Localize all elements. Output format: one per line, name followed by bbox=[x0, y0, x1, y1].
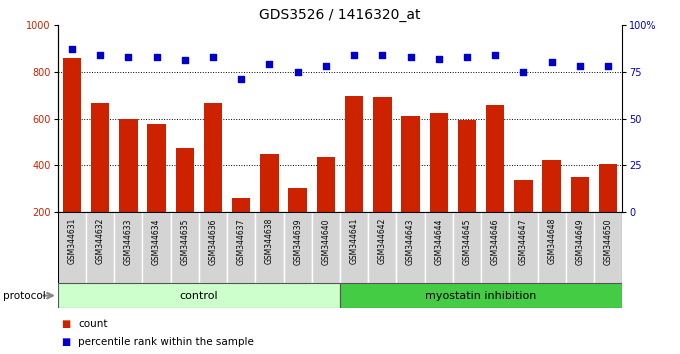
Text: GSM344650: GSM344650 bbox=[604, 218, 613, 264]
Point bbox=[490, 52, 500, 58]
Bar bbox=[543, 160, 561, 212]
Point bbox=[180, 58, 190, 63]
Point bbox=[320, 63, 331, 69]
Point bbox=[207, 54, 218, 59]
Bar bbox=[91, 103, 109, 212]
Bar bbox=[317, 157, 335, 212]
Point bbox=[95, 52, 105, 58]
Text: GSM344637: GSM344637 bbox=[237, 218, 245, 264]
Bar bbox=[58, 283, 340, 308]
Point bbox=[236, 76, 247, 82]
Bar bbox=[509, 212, 538, 283]
Point bbox=[264, 61, 275, 67]
Point bbox=[602, 63, 613, 69]
Text: GSM344641: GSM344641 bbox=[350, 218, 358, 264]
Text: GSM344635: GSM344635 bbox=[180, 218, 189, 264]
Point bbox=[518, 69, 529, 74]
Point bbox=[377, 52, 388, 58]
Bar bbox=[481, 212, 509, 283]
Point bbox=[546, 59, 557, 65]
Text: GSM344646: GSM344646 bbox=[491, 218, 500, 264]
Text: GSM344636: GSM344636 bbox=[209, 218, 218, 264]
Text: GSM344644: GSM344644 bbox=[435, 218, 443, 264]
Bar bbox=[86, 212, 114, 283]
Bar bbox=[284, 212, 312, 283]
Bar bbox=[340, 283, 622, 308]
Bar bbox=[119, 119, 137, 212]
Bar bbox=[199, 212, 227, 283]
Bar bbox=[486, 104, 505, 212]
Bar bbox=[256, 212, 284, 283]
Text: ■: ■ bbox=[61, 337, 71, 347]
Bar bbox=[171, 212, 199, 283]
Bar bbox=[430, 113, 448, 212]
Text: GSM344640: GSM344640 bbox=[322, 218, 330, 264]
Text: GSM344638: GSM344638 bbox=[265, 218, 274, 264]
Bar bbox=[594, 212, 622, 283]
Bar bbox=[63, 58, 81, 212]
Bar bbox=[458, 120, 476, 212]
Bar bbox=[288, 188, 307, 212]
Bar bbox=[58, 212, 86, 283]
Bar bbox=[396, 212, 425, 283]
Bar bbox=[425, 212, 453, 283]
Text: GSM344649: GSM344649 bbox=[575, 218, 584, 264]
Title: GDS3526 / 1416320_at: GDS3526 / 1416320_at bbox=[259, 8, 421, 22]
Bar bbox=[204, 103, 222, 212]
Point bbox=[123, 54, 134, 59]
Bar bbox=[373, 97, 392, 212]
Text: percentile rank within the sample: percentile rank within the sample bbox=[78, 337, 254, 347]
Bar bbox=[340, 212, 369, 283]
Bar bbox=[312, 212, 340, 283]
Text: GSM344631: GSM344631 bbox=[67, 218, 76, 264]
Text: control: control bbox=[180, 291, 218, 301]
Bar bbox=[345, 96, 363, 212]
Bar bbox=[514, 179, 532, 212]
Text: GSM344639: GSM344639 bbox=[293, 218, 302, 264]
Text: myostatin inhibition: myostatin inhibition bbox=[426, 291, 537, 301]
Point bbox=[405, 54, 416, 59]
Bar bbox=[232, 198, 250, 212]
Text: count: count bbox=[78, 319, 107, 329]
Bar bbox=[369, 212, 396, 283]
Bar bbox=[143, 212, 171, 283]
Bar bbox=[401, 116, 420, 212]
Text: GSM344643: GSM344643 bbox=[406, 218, 415, 264]
Point bbox=[151, 54, 162, 59]
Text: protocol: protocol bbox=[3, 291, 46, 301]
Bar bbox=[538, 212, 566, 283]
Bar bbox=[148, 125, 166, 212]
Text: GSM344634: GSM344634 bbox=[152, 218, 161, 264]
Bar bbox=[175, 148, 194, 212]
Bar bbox=[571, 177, 589, 212]
Bar bbox=[260, 154, 279, 212]
Text: GSM344647: GSM344647 bbox=[519, 218, 528, 264]
Point bbox=[462, 54, 473, 59]
Bar bbox=[566, 212, 594, 283]
Text: GSM344648: GSM344648 bbox=[547, 218, 556, 264]
Point bbox=[575, 63, 585, 69]
Point bbox=[433, 56, 444, 61]
Bar bbox=[453, 212, 481, 283]
Text: GSM344645: GSM344645 bbox=[462, 218, 471, 264]
Bar bbox=[599, 164, 617, 212]
Point bbox=[292, 69, 303, 74]
Text: GSM344633: GSM344633 bbox=[124, 218, 133, 264]
Bar bbox=[114, 212, 143, 283]
Text: GSM344632: GSM344632 bbox=[96, 218, 105, 264]
Text: ■: ■ bbox=[61, 319, 71, 329]
Text: GSM344642: GSM344642 bbox=[378, 218, 387, 264]
Point bbox=[349, 52, 360, 58]
Bar bbox=[227, 212, 256, 283]
Point bbox=[67, 46, 78, 52]
